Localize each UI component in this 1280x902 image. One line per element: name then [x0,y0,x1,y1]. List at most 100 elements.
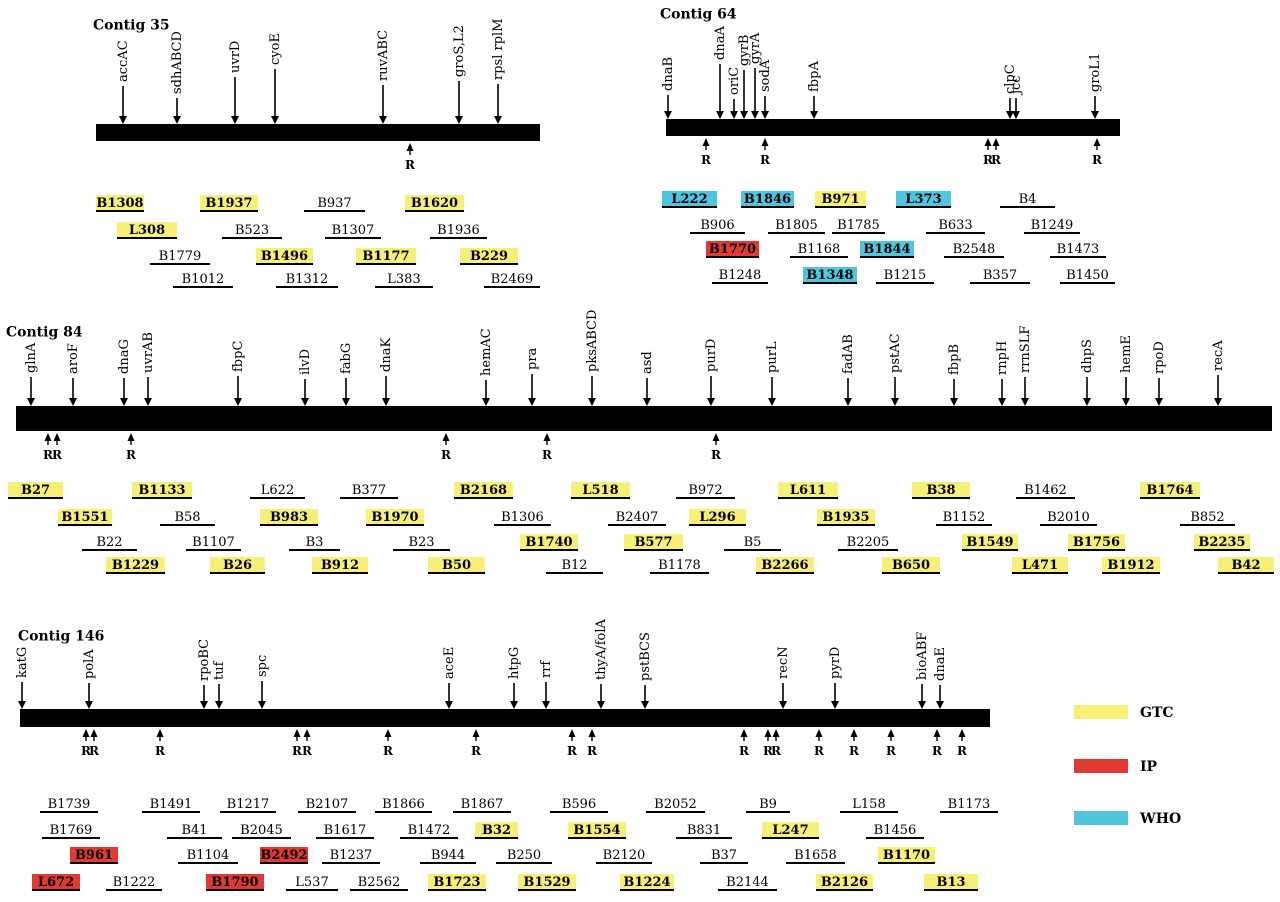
gene-label: ruvABC [376,30,391,81]
r-label: R [849,744,860,758]
clone-label: B577 [634,535,672,550]
clone-b3: B3 [289,535,340,551]
clone-label: B377 [352,483,386,498]
clone-b831: B831 [676,823,732,839]
clone-b1456: B1456 [866,823,924,839]
arrowhead-down-icon [1155,398,1163,406]
clone-b4: B4 [1000,192,1055,208]
r-label: R [739,744,750,758]
arrowhead-down-icon [85,701,93,709]
legend-item-who: WHO [1074,811,1181,827]
clone-highlight-gtc [96,195,144,211]
clone-l537: L537 [286,875,338,891]
gene-marker-gyra: gyrA [748,32,763,119]
r-label: R [983,153,994,167]
r-label: R [302,744,313,758]
clone-b2407: B2407 [608,510,666,526]
clone-label: B26 [223,558,252,573]
clone-l611: L611 [778,482,838,499]
gene-marker-glna: glnA [24,342,39,406]
r-label: R [405,158,416,172]
clone-b1170: B1170 [878,847,935,864]
arrowhead-down-icon [779,701,787,709]
clone-label: B944 [431,848,465,863]
restriction-site-marker: R [587,729,598,758]
arrowhead-up-icon [712,433,720,441]
clone-highlight-ip [32,874,80,890]
clone-b2235: B2235 [1194,534,1250,551]
clone-highlight-gtc [58,509,112,525]
clone-l518: L518 [571,482,630,499]
clone-highlight-gtc [762,822,819,838]
clone-highlight-gtc [8,482,63,498]
gene-marker-gros-l2: groS,L2 [452,25,467,124]
gene-marker-pra: pra [525,347,540,406]
clone-label: B1844 [863,242,910,257]
arrowhead-down-icon [382,398,390,406]
clone-b1756: B1756 [1068,534,1125,551]
arrowhead-down-icon [1006,111,1014,119]
clone-label: B5 [744,535,762,550]
clone-label: B1764 [1146,483,1193,498]
clone-highlight-gtc [689,509,746,525]
clone-label: B2407 [616,510,659,525]
restriction-site-marker: R [1092,138,1103,167]
clone-label: B906 [700,218,734,233]
clone-highlight-who [860,241,914,257]
r-label: R [126,448,137,462]
arrowhead-up-icon [543,433,551,441]
clone-highlight-gtc [356,248,416,264]
clone-highlight-gtc [756,557,814,573]
clone-label: B633 [938,218,972,233]
gene-marker-pstbcs: pstBCS [638,632,653,709]
clone-b38: B38 [912,482,970,499]
gene-label: clpC [1003,64,1018,94]
arrowhead-down-icon [768,398,776,406]
restriction-site-marker: R [739,729,750,758]
restriction-site-marker: R [43,433,54,462]
clone-b27: B27 [8,482,63,499]
clone-label: B58 [174,510,200,525]
clone-highlight-gtc [924,874,978,890]
gene-label: cyoE [268,33,283,65]
gene-marker-dnak: dnaK [379,338,394,406]
contig-title: Contig 84 [6,325,83,341]
clone-b852: B852 [1180,510,1235,526]
arrowhead-up-icon [740,729,748,737]
arrowhead-down-icon [482,398,490,406]
gene-label: groL1 [1088,53,1103,92]
gene-label: dhpS [1080,339,1095,373]
arrowhead-down-icon [707,398,715,406]
clone-label: B1912 [1107,558,1154,573]
clone-label: L222 [671,192,707,207]
gene-label: thyA/folA [594,618,609,680]
gene-label: dnaG [117,339,132,374]
contig-title: Contig 64 [660,7,737,23]
clone-label: B1620 [411,196,458,211]
clone-b971: B971 [815,191,866,208]
clone-label: B1769 [50,823,93,838]
gene-marker-sdhabcd: sdhABCD [170,31,185,124]
clone-b2045: B2045 [232,823,291,839]
clone-l222: L222 [662,191,717,208]
gene-label: asd [640,351,655,374]
arrowhead-up-icon [82,729,90,737]
legend-item-gtc: GTC [1074,705,1174,721]
clone-label: B1617 [324,823,367,838]
gene-label: hemE [1119,335,1134,373]
clone-label: B1104 [187,848,230,863]
contig-title: Contig 146 [18,629,104,645]
gene-marker-rnph: rnpH [995,341,1010,406]
arrowhead-up-icon [588,729,596,737]
clone-b1740: B1740 [520,534,578,551]
arrowhead-up-icon [887,729,895,737]
gene-label: oriC [727,67,742,95]
arrowhead-down-icon [528,398,536,406]
clone-highlight-gtc [256,248,313,264]
clone-label: B229 [470,249,508,264]
restriction-site-marker: R [441,433,452,462]
clone-label: B2052 [654,797,697,812]
